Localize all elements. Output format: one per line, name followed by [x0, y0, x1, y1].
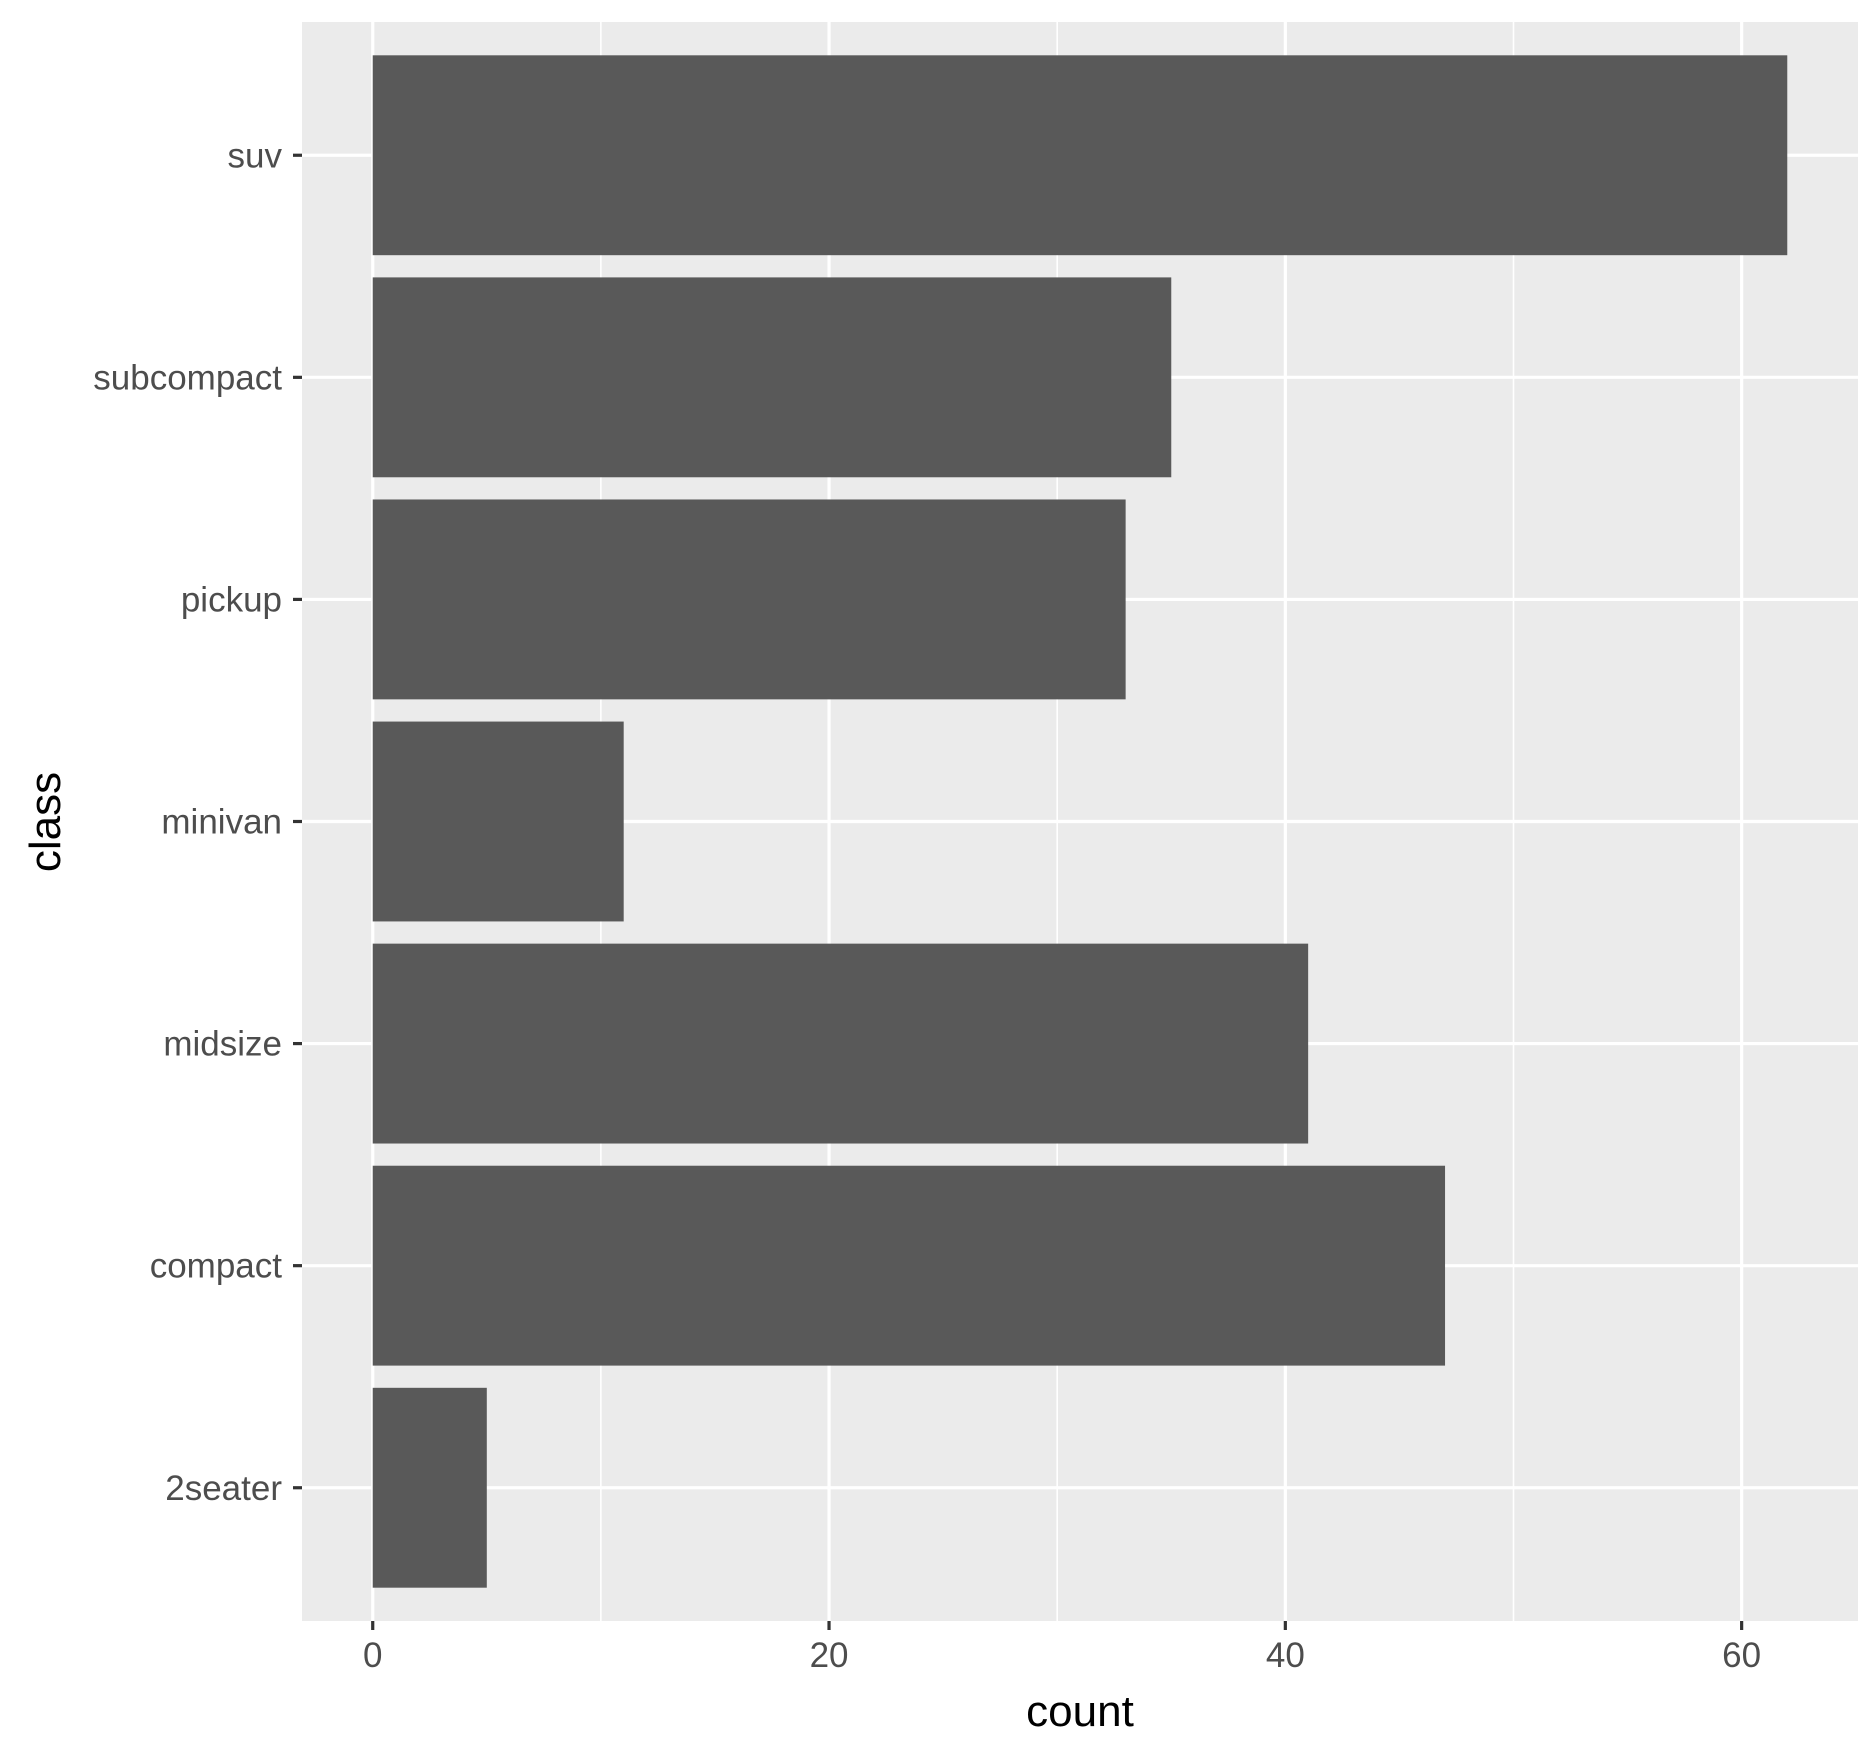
bar-suv [372, 55, 1788, 256]
x-tick-label: 60 [1722, 1636, 1761, 1675]
x-axis: 0 20 40 60 [363, 1621, 1761, 1675]
y-axis-title: class [21, 772, 70, 872]
bar-pickup [372, 499, 1126, 700]
y-tick-label: subcompact [93, 358, 282, 397]
y-tick-label: minivan [161, 803, 282, 842]
x-tick-label: 40 [1266, 1636, 1305, 1675]
y-tick-label: suv [228, 136, 283, 175]
bars [372, 55, 1788, 1588]
bar-compact [372, 1165, 1446, 1366]
y-tick-label: pickup [181, 580, 282, 619]
x-axis-title: count [1026, 1687, 1134, 1736]
bar-midsize [372, 943, 1309, 1144]
y-tick-label: 2seater [165, 1469, 282, 1508]
bar-subcompact [372, 277, 1172, 478]
x-tick-label: 20 [810, 1636, 849, 1675]
y-tick-label: compact [150, 1247, 283, 1286]
bar-2seater [372, 1387, 487, 1588]
bar-minivan [372, 721, 624, 922]
y-axis: 2seater compact midsize minivan pickup subcom… [93, 136, 302, 1508]
y-tick-label: midsize [163, 1025, 282, 1064]
x-tick-label: 0 [363, 1636, 382, 1675]
